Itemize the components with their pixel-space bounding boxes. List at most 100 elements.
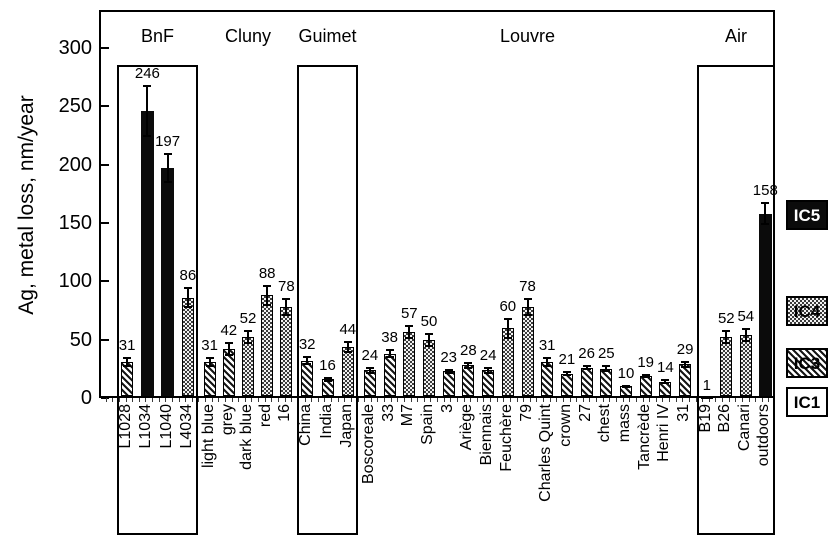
x-tick-label: chest xyxy=(596,404,614,443)
legend-label: IC3 xyxy=(793,353,821,373)
error-bar-cap-top xyxy=(143,85,152,88)
error-bar-cap-bottom xyxy=(464,366,473,369)
x-tick-label: India xyxy=(317,404,335,439)
x-axis-minor-tick xyxy=(735,398,737,402)
x-axis-minor-tick xyxy=(198,398,200,402)
x-axis-minor-tick xyxy=(284,398,286,402)
x-tick-label: light blue xyxy=(199,404,217,469)
error-bar xyxy=(506,317,509,339)
error-bar-cap-top xyxy=(602,365,611,368)
x-axis-minor-tick xyxy=(430,398,432,402)
error-bar-cap-bottom xyxy=(602,370,611,373)
x-axis-minor-tick xyxy=(331,398,332,402)
error-bar xyxy=(664,379,667,384)
x-axis-minor-tick xyxy=(437,398,438,402)
x-axis-minor-tick xyxy=(152,398,153,402)
x-axis-minor-tick xyxy=(669,398,670,402)
bar xyxy=(161,168,175,396)
bar xyxy=(541,361,554,396)
x-axis-minor-tick xyxy=(708,398,710,402)
bar xyxy=(580,367,593,396)
error-bar-cap-top xyxy=(741,328,750,330)
bar xyxy=(462,365,475,396)
x-axis-minor-tick xyxy=(768,398,770,402)
x-axis-minor-tick xyxy=(238,398,240,402)
bar-value-label: 57 xyxy=(400,304,418,322)
group-label: Cluny xyxy=(224,26,272,46)
x-axis-minor-tick xyxy=(384,398,385,402)
error-bar-cap-top xyxy=(163,153,172,155)
bar xyxy=(560,373,573,396)
x-axis-minor-tick xyxy=(748,398,750,402)
x-axis-minor-tick xyxy=(642,398,644,402)
error-bar xyxy=(326,377,329,382)
x-axis-minor-tick xyxy=(258,398,260,402)
error-bar-cap-bottom xyxy=(503,336,512,339)
error-bar xyxy=(605,365,608,373)
x-axis-minor-tick xyxy=(105,398,107,402)
x-axis-minor-tick xyxy=(277,398,279,402)
y-tick-label: 250 xyxy=(58,95,92,118)
x-axis-minor-tick xyxy=(649,398,651,402)
error-bar xyxy=(684,360,687,368)
legend-item-ic4: IC4 xyxy=(786,296,828,326)
x-axis-minor-tick xyxy=(635,398,637,402)
error-bar xyxy=(764,202,767,226)
bar-value-label: 158 xyxy=(752,182,778,199)
error-bar-cap-bottom xyxy=(183,306,192,309)
error-bar-cap-top xyxy=(425,332,433,335)
bar xyxy=(341,346,354,396)
error-bar xyxy=(146,85,149,137)
bar-value-label: 29 xyxy=(676,340,694,358)
error-bar-cap-bottom xyxy=(224,354,233,356)
error-bar-cap-bottom xyxy=(484,371,493,374)
x-axis-minor-tick xyxy=(390,398,392,402)
bar-value-label: 44 xyxy=(339,320,357,338)
error-bar xyxy=(306,356,309,366)
error-bar xyxy=(166,153,169,184)
x-axis-minor-tick xyxy=(456,398,458,402)
x-tick-label: Tancrède xyxy=(635,404,653,470)
x-tick-label: 27 xyxy=(576,404,594,422)
x-axis-minor-tick xyxy=(231,398,233,402)
bar-value-label: 60 xyxy=(499,297,517,315)
x-axis-minor-tick xyxy=(443,398,445,402)
x-axis-minor-tick xyxy=(271,398,273,402)
error-bar-cap-top xyxy=(323,377,332,379)
x-axis-minor-tick xyxy=(615,398,617,402)
x-axis-minor-tick xyxy=(503,398,505,402)
bar xyxy=(679,364,692,396)
error-bar xyxy=(467,361,470,369)
x-axis-minor-tick xyxy=(403,398,405,402)
x-axis-minor-tick xyxy=(556,398,558,402)
error-bar-cap-bottom xyxy=(582,368,591,370)
error-bar xyxy=(346,340,349,353)
error-bar-cap-top xyxy=(582,365,591,368)
legend-item-ic3: IC3 xyxy=(786,348,828,378)
error-bar-cap-bottom xyxy=(205,364,214,367)
x-axis-minor-tick xyxy=(682,398,684,402)
x-axis-minor-tick xyxy=(562,398,564,402)
x-axis-minor-tick xyxy=(337,398,339,402)
bar-value-label: 16 xyxy=(319,357,336,374)
bar-value-label: 31 xyxy=(201,337,218,355)
error-bar-cap-top xyxy=(282,297,291,300)
bar-value-label: 10 xyxy=(617,365,635,383)
x-axis-minor-tick xyxy=(516,398,518,402)
x-axis-minor-tick xyxy=(364,398,366,402)
x-axis-minor-tick xyxy=(370,398,372,402)
bar-value-label: 197 xyxy=(155,133,181,150)
x-tick-label: M7 xyxy=(399,404,417,427)
legend-label: IC4 xyxy=(793,301,821,321)
x-tick-label: mass xyxy=(616,404,633,443)
bar-value-label: 32 xyxy=(298,336,316,353)
x-axis-minor-tick xyxy=(655,398,657,402)
error-bar-cap-bottom xyxy=(562,373,571,376)
error-bar-cap-top xyxy=(543,357,552,360)
y-tick-label: 300 xyxy=(58,37,92,59)
bar xyxy=(423,339,435,396)
bar-value-label: 246 xyxy=(134,65,160,83)
bar xyxy=(242,337,254,396)
bar xyxy=(301,360,314,396)
